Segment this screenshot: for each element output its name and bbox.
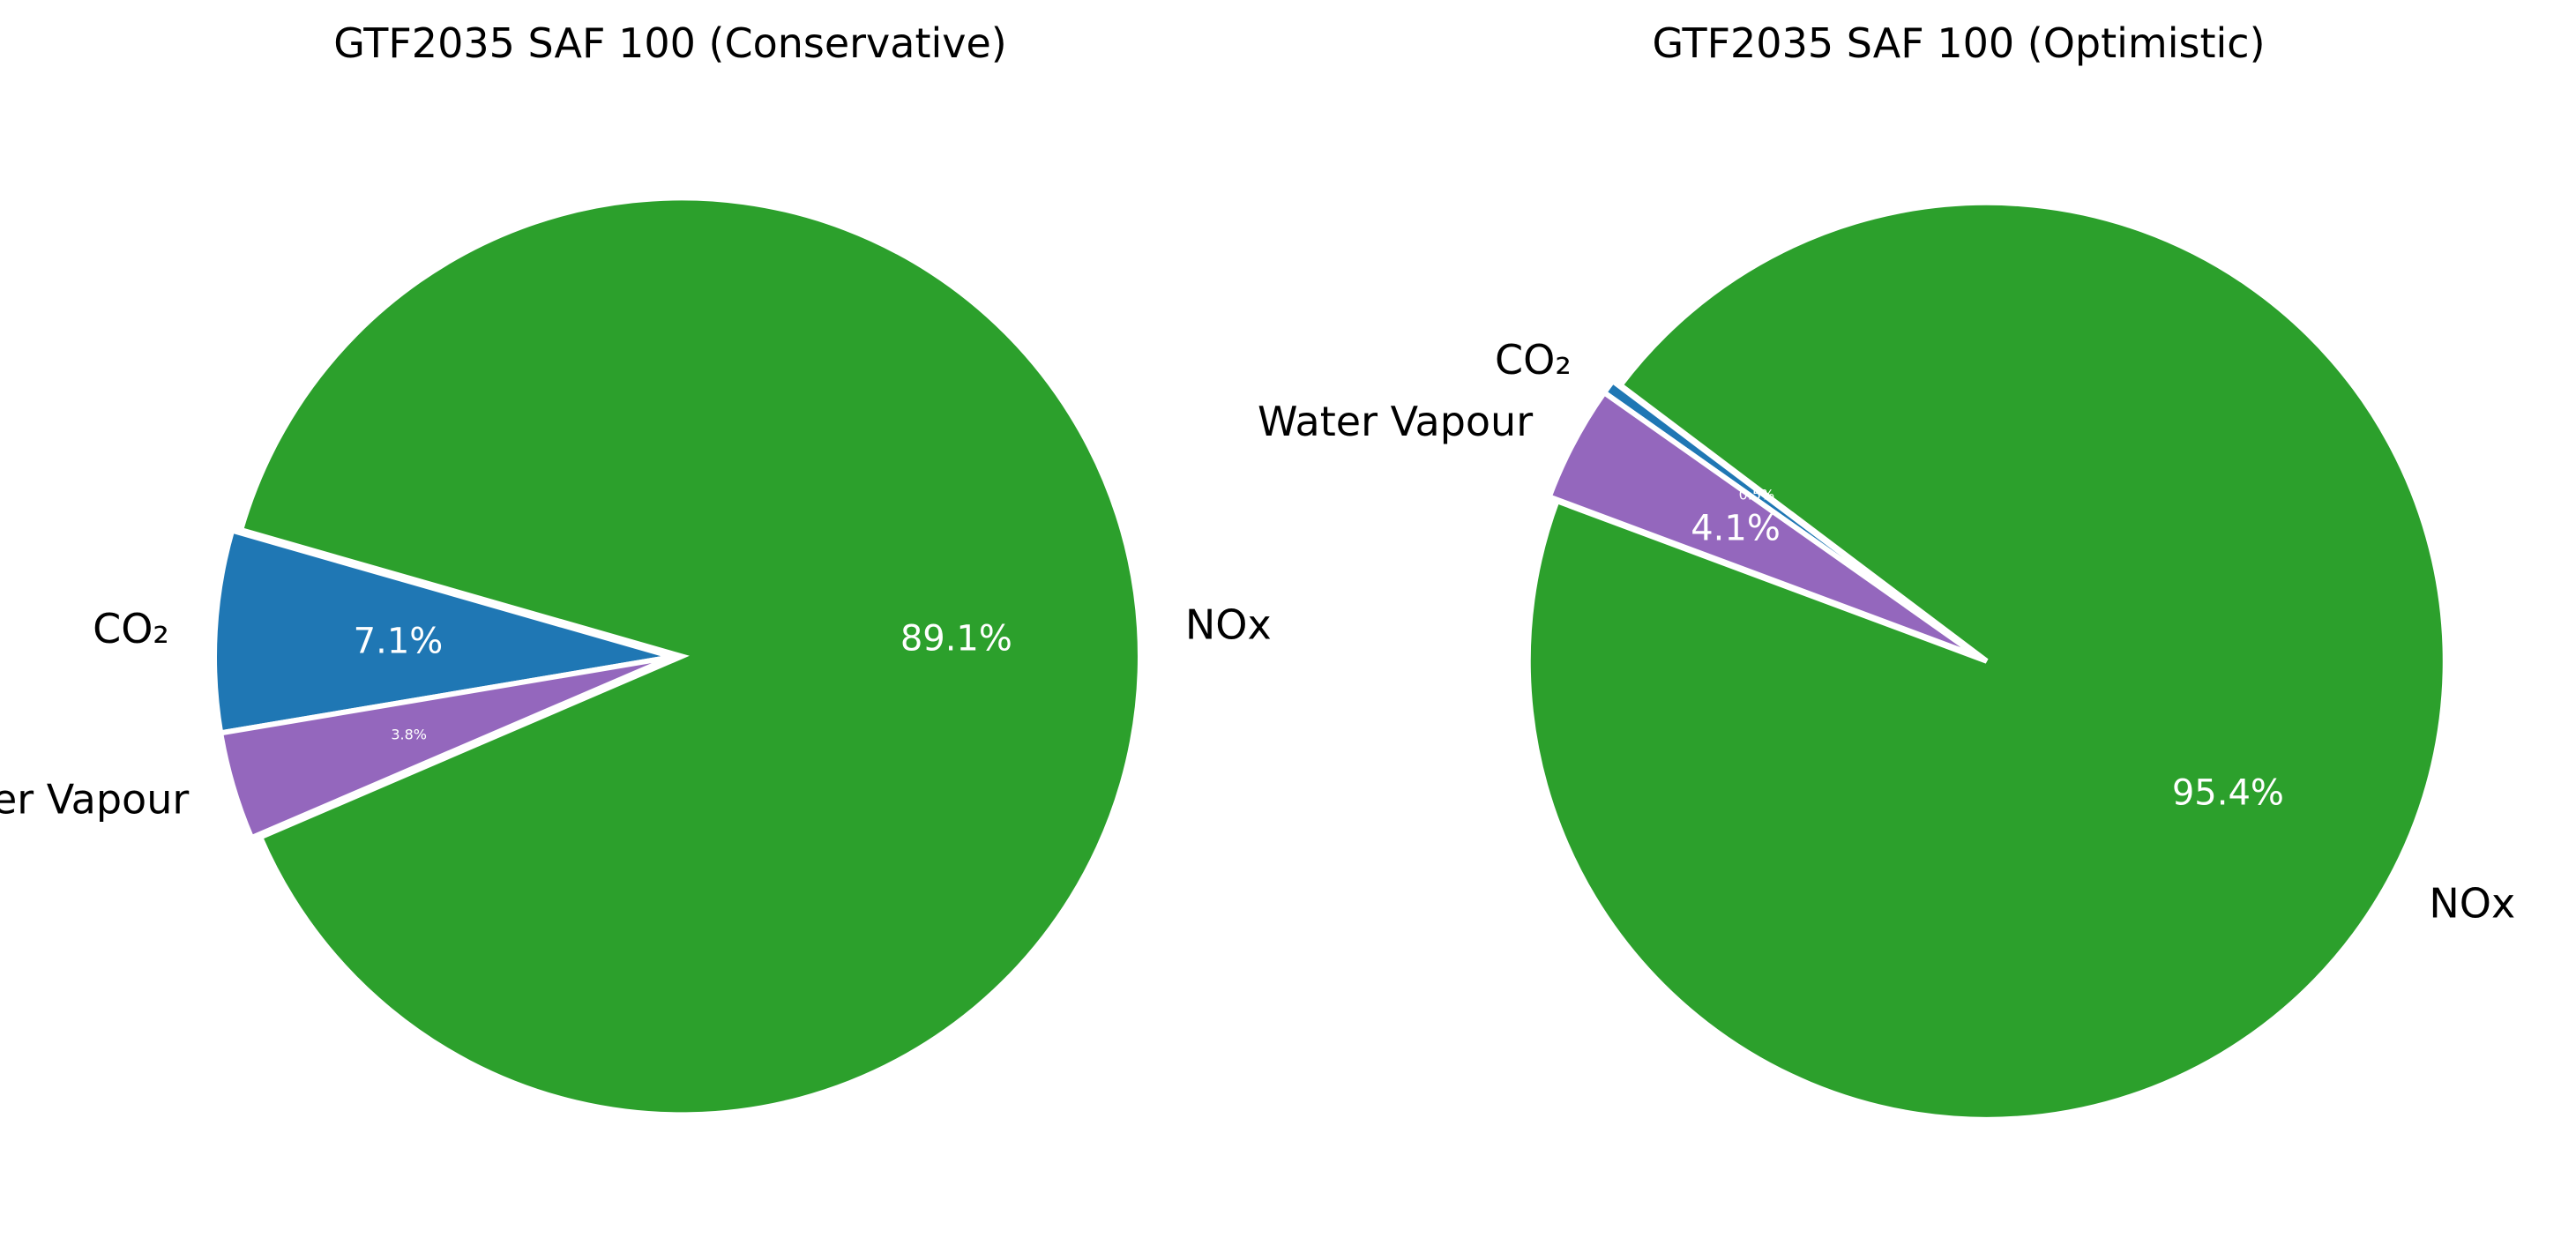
pie-slice-nox-conservative [237, 195, 1143, 1118]
pie-chart-conservative: CO₂ 7.1% Water Vapour 3.8% NOx 89.1% GTF2035 … [0, 19, 1272, 1118]
category-label-co2-optimistic: CO₂ [1495, 336, 1572, 384]
pie-svg-conservative: CO₂ 7.1% Water Vapour 3.8% NOx 89.1% [0, 195, 1272, 1118]
pie-slice-nox-optimistic [1525, 199, 2448, 1122]
percent-label-nox-optimistic: 95.4% [2172, 773, 2284, 814]
chart-title-conservative: GTF2035 SAF 100 (Conservative) [333, 19, 1007, 67]
pie-svg-optimistic: CO₂ 0.5% Water Vapour 4.1% NOx 95.4% [1258, 199, 2515, 1122]
category-label-nox-conservative: NOx [1185, 600, 1272, 648]
percent-label-water-vapour-conservative: 3.8% [391, 727, 427, 743]
percent-label-co2-optimistic: 0.5% [1739, 487, 1775, 503]
category-label-co2-conservative: CO₂ [93, 605, 169, 652]
pie-slice-water-vapour-conservative [217, 654, 675, 842]
percent-label-water-vapour-optimistic: 4.1% [1691, 508, 1781, 548]
category-label-water-vapour-optimistic: Water Vapour [1258, 398, 1533, 445]
pie-chart-optimistic: CO₂ 0.5% Water Vapour 4.1% NOx 95.4% GTF2035 … [1258, 0, 2576, 1260]
pie-slice-co2-conservative [212, 526, 674, 736]
chart-title-optimistic: GTF2035 SAF 100 (Optimistic) [1652, 19, 2266, 67]
percent-label-nox-conservative: 89.1% [900, 619, 1012, 660]
category-label-water-vapour-conservative: Water Vapour [0, 775, 189, 823]
percent-label-co2-conservative: 7.1% [354, 621, 444, 661]
category-label-nox-optimistic: NOx [2429, 880, 2515, 928]
pie-slice-water-vapour-optimistic [1545, 389, 1981, 660]
